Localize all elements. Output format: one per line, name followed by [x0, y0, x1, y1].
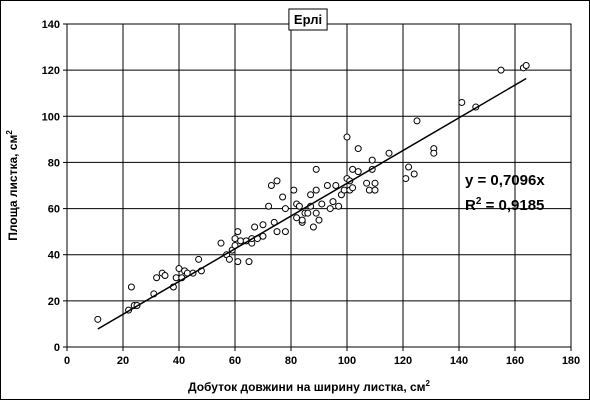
chart-title-background [288, 8, 328, 31]
x-tick-label: 80 [285, 355, 297, 367]
data-point [94, 315, 102, 323]
data-point [368, 156, 376, 164]
y-tick-label: 0 [54, 342, 60, 354]
data-point [312, 209, 320, 217]
x-tick-label: 20 [117, 355, 129, 367]
data-point [413, 117, 421, 125]
x-tick-label: 140 [450, 355, 468, 367]
data-point [273, 228, 281, 236]
data-point [307, 191, 315, 199]
data-point [127, 283, 135, 291]
y-tick-label: 100 [42, 111, 60, 123]
data-point [332, 182, 340, 189]
data-point [217, 239, 225, 247]
data-point [371, 186, 379, 194]
data-point [312, 165, 320, 173]
data-point [234, 228, 242, 236]
data-point [354, 145, 362, 153]
data-point [385, 149, 393, 157]
chart-title: Ерлі [294, 12, 322, 27]
data-point [323, 182, 331, 189]
data-point [293, 214, 301, 222]
data-point [354, 168, 362, 176]
data-point [175, 265, 183, 273]
data-point [458, 98, 466, 106]
x-axis-title-superscript: 2 [426, 379, 431, 388]
data-point [522, 62, 530, 70]
data-point [363, 179, 371, 187]
y-tick-label: 120 [42, 65, 60, 77]
y-axis-title: Площа листка, см2 [5, 130, 20, 241]
y-tick-label: 40 [48, 250, 60, 262]
data-point [281, 228, 289, 236]
data-point [273, 177, 281, 185]
data-point [231, 235, 239, 243]
data-point [402, 175, 410, 183]
x-tick-label: 40 [173, 355, 185, 367]
grid-lines [67, 24, 571, 347]
data-point [259, 221, 267, 229]
x-axis-title: Добуток довжини на ширину листка, см2 [188, 379, 431, 394]
y-tick-label: 20 [48, 296, 60, 308]
data-point [315, 216, 323, 224]
y-axis-title-text: Площа листка, см [6, 135, 20, 241]
trend-line [97, 77, 527, 330]
r-squared-value: = 0,9185 [481, 197, 544, 214]
data-point [410, 170, 418, 178]
data-point [430, 149, 438, 157]
data-point [371, 179, 379, 187]
x-tick-label: 120 [394, 355, 412, 367]
r-squared-symbol: R [465, 197, 476, 214]
data-point [349, 184, 357, 192]
data-point [267, 182, 275, 189]
data-point [349, 165, 357, 173]
y-tick-label: 140 [42, 19, 60, 31]
data-point [405, 163, 413, 171]
data-point [234, 258, 242, 266]
r-squared-superscript: 2 [476, 196, 482, 207]
x-tick-label: 0 [64, 355, 70, 367]
x-axis-title-text: Добуток довжини на ширину листка, см [188, 380, 426, 394]
data-point [153, 274, 161, 282]
x-tick-label: 160 [506, 355, 524, 367]
data-point [309, 223, 317, 231]
x-tick-label: 60 [229, 355, 241, 367]
data-point [318, 200, 326, 208]
data-point [265, 202, 273, 210]
data-point [281, 205, 289, 213]
data-point [343, 133, 351, 141]
data-point [279, 193, 287, 201]
data-point [225, 255, 233, 263]
data-point [251, 223, 259, 231]
data-point [195, 255, 203, 263]
data-points [94, 62, 530, 323]
data-point [326, 205, 334, 213]
axis-ticks [63, 23, 572, 351]
r-squared-label: R2 = 0,9185 [465, 196, 544, 214]
data-point [335, 202, 343, 210]
data-point [312, 186, 320, 194]
y-tick-label: 60 [48, 204, 60, 216]
data-point [290, 186, 298, 194]
chart-title-box: Ерлі [288, 8, 328, 31]
data-point [295, 202, 303, 210]
y-tick-labels: 0 20 40 60 80 100 120 140 [42, 19, 60, 354]
y-axis-title-superscript: 2 [5, 130, 14, 135]
data-point [298, 216, 306, 224]
y-tick-label: 80 [48, 157, 60, 169]
data-point [329, 198, 337, 206]
x-tick-label: 180 [562, 355, 580, 367]
x-tick-label: 100 [338, 355, 356, 367]
x-tick-labels: 0 20 40 60 80 100 120 140 160 180 [64, 355, 580, 367]
data-point [304, 209, 312, 217]
data-point [245, 258, 253, 266]
data-point [497, 66, 505, 74]
data-point [161, 271, 169, 279]
trend-equation: y = 0,7096x [465, 172, 545, 189]
